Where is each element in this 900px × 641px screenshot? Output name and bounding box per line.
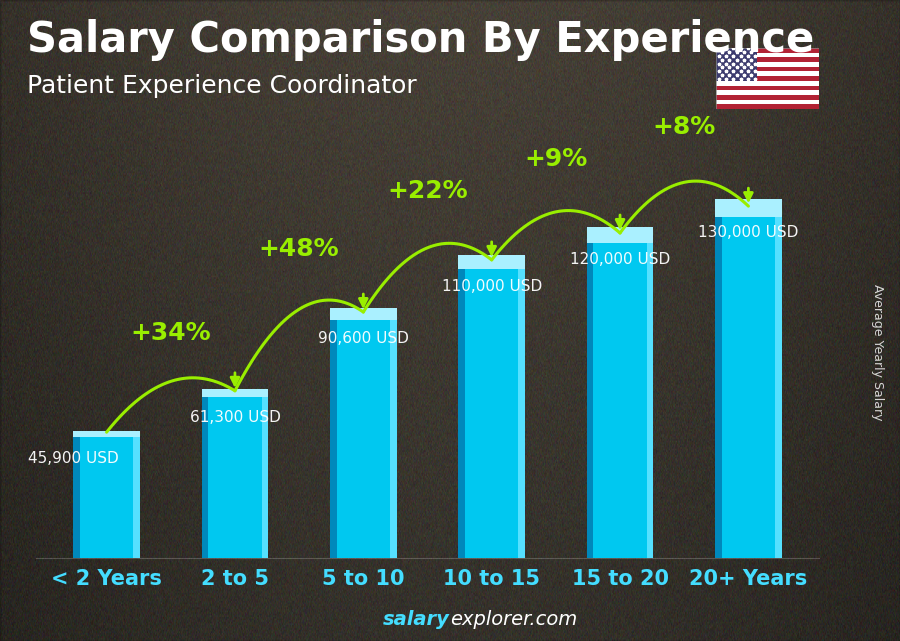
- Bar: [73, 431, 140, 437]
- Bar: [73, 435, 80, 558]
- Bar: [715, 208, 722, 558]
- Text: +48%: +48%: [259, 237, 339, 261]
- Bar: [202, 389, 268, 397]
- Text: explorer.com: explorer.com: [450, 610, 577, 629]
- Bar: [716, 48, 757, 81]
- Bar: [716, 67, 819, 72]
- Bar: [458, 254, 525, 269]
- Bar: [716, 104, 819, 109]
- Bar: [202, 393, 208, 558]
- Bar: [716, 95, 819, 99]
- Bar: [330, 314, 397, 558]
- Bar: [716, 72, 819, 76]
- Bar: [715, 208, 782, 558]
- Bar: [587, 227, 653, 243]
- Text: Average Yearly Salary: Average Yearly Salary: [871, 285, 884, 420]
- Bar: [330, 308, 397, 320]
- Text: +34%: +34%: [130, 321, 212, 345]
- Text: salary: salary: [383, 610, 450, 629]
- Text: +9%: +9%: [524, 147, 588, 171]
- Text: 90,600 USD: 90,600 USD: [318, 331, 409, 345]
- Bar: [716, 81, 819, 85]
- Bar: [716, 90, 819, 95]
- Bar: [262, 393, 268, 558]
- Text: 110,000 USD: 110,000 USD: [442, 279, 542, 294]
- Text: +22%: +22%: [387, 179, 468, 203]
- Bar: [390, 314, 397, 558]
- Bar: [458, 262, 465, 558]
- Bar: [716, 99, 819, 104]
- Text: Salary Comparison By Experience: Salary Comparison By Experience: [27, 19, 814, 62]
- Text: 120,000 USD: 120,000 USD: [570, 252, 670, 267]
- Bar: [73, 435, 140, 558]
- Bar: [716, 58, 819, 62]
- Bar: [716, 76, 819, 81]
- Bar: [587, 235, 653, 558]
- Bar: [458, 262, 525, 558]
- Bar: [775, 208, 782, 558]
- Text: Patient Experience Coordinator: Patient Experience Coordinator: [27, 74, 417, 97]
- Text: 61,300 USD: 61,300 USD: [190, 410, 281, 424]
- Bar: [133, 435, 140, 558]
- Bar: [587, 235, 593, 558]
- Bar: [647, 235, 653, 558]
- Bar: [715, 199, 782, 217]
- Text: 130,000 USD: 130,000 USD: [698, 225, 798, 240]
- Bar: [716, 62, 819, 67]
- Bar: [330, 314, 337, 558]
- Bar: [716, 85, 819, 90]
- Bar: [518, 262, 525, 558]
- Bar: [716, 48, 819, 53]
- Bar: [202, 393, 268, 558]
- Text: +8%: +8%: [652, 115, 716, 139]
- Text: 45,900 USD: 45,900 USD: [28, 451, 119, 466]
- Bar: [716, 53, 819, 58]
